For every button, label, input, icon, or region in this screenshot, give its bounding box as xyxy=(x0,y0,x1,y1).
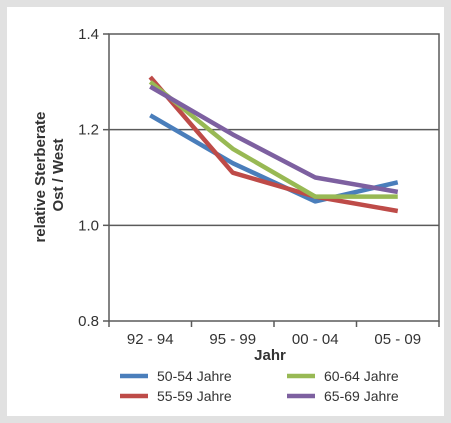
series-line-3 xyxy=(148,80,398,199)
legend-label-1: 50-54 Jahre xyxy=(157,368,232,384)
line-chart: 0.8 1.0 1.2 1.4 92 - 94 95 - 99 00 - 04 05 - 0… xyxy=(32,26,440,404)
legend-label-3: 60-64 Jahre xyxy=(324,368,399,384)
y-tick-label-2: 1.2 xyxy=(78,122,99,139)
series-line-2 xyxy=(148,75,399,214)
legend-label-4: 65-69 Jahre xyxy=(324,388,399,404)
plot-area-border xyxy=(108,33,440,322)
y-tick-label-0: 0.8 xyxy=(78,313,99,330)
x-tick-label-3: 05 - 09 xyxy=(374,331,421,348)
chart-panel: 0.8 1.0 1.2 1.4 92 - 94 95 - 99 00 - 04 05 - 0… xyxy=(7,7,444,416)
legend: 50-54 Jahre 55-59 Jahre 60-64 Jahre 65-69 J… xyxy=(120,368,399,404)
legend-label-2: 55-59 Jahre xyxy=(157,388,232,404)
gridlines xyxy=(109,128,439,227)
y-axis-title: relative Sterberate Ost / West xyxy=(32,107,67,242)
y-axis-title-line1: relative Sterberate xyxy=(32,112,49,243)
x-axis-title: Jahr xyxy=(254,347,286,364)
x-tick-label-2: 00 - 04 xyxy=(292,331,339,348)
x-axis: 92 - 94 95 - 99 00 - 04 05 - 09 xyxy=(108,321,440,348)
y-axis-title-line2: Ost / West xyxy=(50,138,67,211)
y-axis: 0.8 1.0 1.2 1.4 xyxy=(78,26,109,330)
data-series xyxy=(148,75,399,214)
y-tick-label-3: 1.4 xyxy=(78,26,99,43)
x-tick-label-0: 92 - 94 xyxy=(127,331,174,348)
y-tick-label-1: 1.0 xyxy=(78,217,99,234)
series-line-4 xyxy=(149,84,399,195)
x-tick-label-1: 95 - 99 xyxy=(209,331,256,348)
series-line-1 xyxy=(149,113,399,204)
